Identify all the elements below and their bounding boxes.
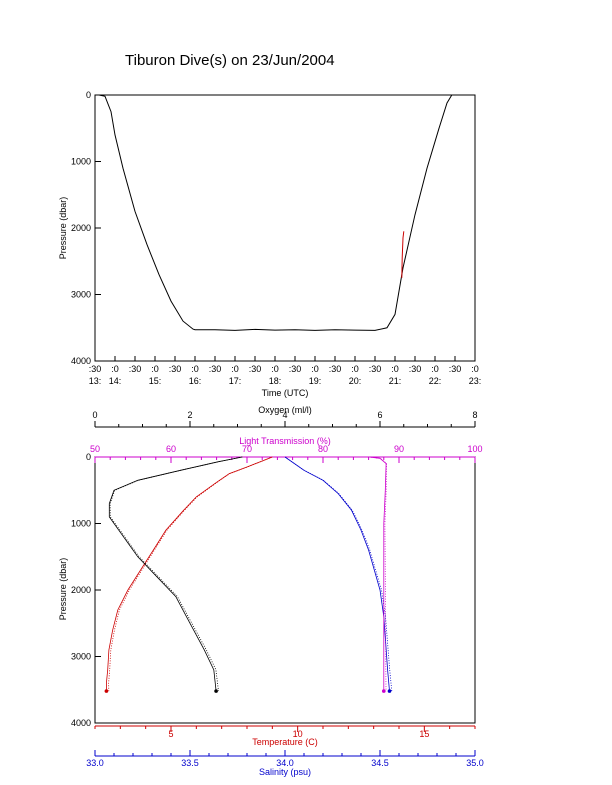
top-series-group [95,94,459,331]
oxygen-profile-line [109,456,243,692]
top-x-hour-label: 14: [109,376,122,386]
top-x-hour-label: 20: [349,376,362,386]
oxygen-tick-label: 8 [472,410,477,420]
oxygen-tick-label: 0 [92,410,97,420]
temperature-profile-line [108,456,273,692]
bottom-y-axis: 0 1000 2000 3000 4000 [71,452,101,728]
bottom-plot-frame [94,456,476,724]
light-tick-label: 60 [166,444,176,454]
top-x-tick-label: :30 [449,364,462,374]
top-x-hour-label: 17: [229,376,242,386]
top-x-tick-label: :30 [89,364,102,374]
top-x-tick-label: :30 [289,364,302,374]
top-x-hour-label: 21: [389,376,402,386]
bottom-y-tick-label: 4000 [71,718,91,728]
light-transmission-end-point [382,689,386,693]
top-x-hour-label: 23: [469,376,482,386]
light-tick-label: 80 [318,444,328,454]
top-plot-border [94,94,476,362]
temperature-tick-label: 5 [168,729,173,739]
top-plot-frame [94,94,476,362]
top-x-tick-label: :30 [209,364,222,374]
salinity-tick-label: 34.5 [371,758,389,768]
top-x-tick-label: :0 [431,364,439,374]
top-y-axis-label: Pressure (dbar) [58,197,68,260]
bottom-y-tick-label: 1000 [71,519,91,529]
top-x-tick-label: :0 [351,364,359,374]
top-x-axis-label: Time (UTC) [262,388,309,398]
salinity-tick-label: 34.0 [276,758,294,768]
top-x-tick-label: :0 [471,364,479,374]
oxygen-profile-line [108,456,243,692]
top-y-tick-label: 1000 [71,157,91,167]
bottom-y-axis-label: Pressure (dbar) [58,558,68,621]
dive-pressure-spike [401,231,405,278]
top-x-tick-label: :0 [231,364,239,374]
top-x-tick-label: :30 [169,364,182,374]
top-y-tick-label: 0 [86,90,91,100]
temperature-tick-label: 15 [419,729,429,739]
top-x-tick-label: :0 [151,364,159,374]
salinity-end-point [387,689,392,693]
top-x-tick-label: :30 [249,364,262,374]
page-title: Tiburon Dive(s) on 23/Jun/2004 [125,52,335,69]
top-x-tick-label: :30 [369,364,382,374]
top-x-tick-label: :30 [409,364,422,374]
salinity-tick-label: 35.0 [466,758,484,768]
light-axis-label: Light Transmission (%) [239,436,331,446]
top-x-tick-label: :0 [311,364,319,374]
bottom-series-group [104,456,393,693]
oxygen-tick-label: 2 [187,410,192,420]
light-tick-label: 70 [242,444,252,454]
top-x-tick-label: :30 [129,364,142,374]
top-x-tick-label: :0 [271,364,279,374]
light-tick-label: 100 [467,444,482,454]
top-x-hour-label: 13: [89,376,102,386]
oxygen-axis-label: Oxygen (ml/l) [258,405,312,415]
top-y-axis: 0 1000 2000 3000 4000 [71,90,101,366]
oxygen-end-point [214,689,218,693]
salinity-tick-label: 33.5 [181,758,199,768]
salinity-tick-label: 33.0 [86,758,104,768]
salinity-profile-line [284,456,390,692]
salinity-axis-label: Salinity (psu) [259,767,311,777]
light-tick-label: 90 [394,444,404,454]
bottom-extra-axes: 0 2 4 6 8 50 60 70 80 90 100 5 10 15 33.0 33.5 34.0 34.5 3… [86,410,484,768]
light-tick-label: 50 [90,444,100,454]
oxygen-tick-label: 6 [377,410,382,420]
top-x-tick-label: :0 [111,364,119,374]
top-y-tick-label: 3000 [71,290,91,300]
top-x-hour-label: 18: [269,376,282,386]
top-y-tick-label: 4000 [71,356,91,366]
top-x-tick-label: :0 [191,364,199,374]
bottom-y-tick-label: 2000 [71,585,91,595]
top-x-hour-label: 15: [149,376,162,386]
dive-pressure-line [95,94,459,331]
top-x-tick-label: :30 [329,364,342,374]
temperature-axis-label: Temperature (C) [252,737,318,747]
bottom-y-tick-label: 3000 [71,652,91,662]
temperature-tick-label: 10 [293,729,303,739]
top-y-tick-label: 2000 [71,223,91,233]
bottom-y-tick-label: 0 [86,452,91,462]
top-x-hour-label: 22: [429,376,442,386]
temperature-profile-line [106,456,273,692]
light-transmission-profile-line [368,456,388,692]
light-transmission-profile-line [368,456,387,692]
top-x-tick-label: :0 [391,364,399,374]
temperature-end-point [104,689,109,693]
oxygen-tick-label: 4 [282,410,287,420]
salinity-profile-line [284,456,393,692]
bottom-plot-border [94,456,476,724]
top-x-axis: :30 :0 :30 :0 :30 :0 :30 :0 :30 :0 :30 :0 :30 :0 :30 :0… [89,356,482,386]
top-x-hour-label: 19: [309,376,322,386]
top-x-hour-label: 16: [189,376,202,386]
